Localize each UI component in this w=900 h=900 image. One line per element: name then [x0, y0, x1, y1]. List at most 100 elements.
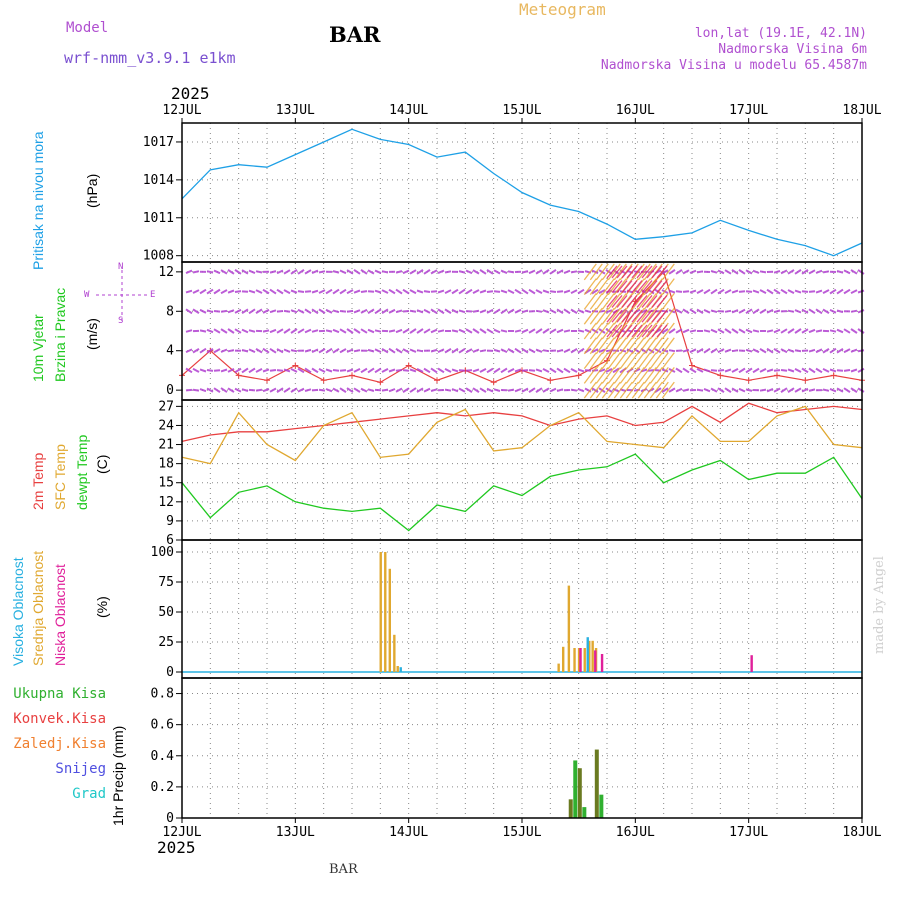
wind-vector-row: [185, 387, 865, 393]
dewpt-series-line: [181, 453, 863, 532]
footer-station: BAR: [329, 862, 358, 877]
wind-vector-row: [185, 367, 865, 374]
precip-ytick-label: 0.8: [151, 687, 174, 702]
xtick-bottom-label: 15JUL: [502, 825, 541, 840]
mid-cloud-bar: [588, 640, 591, 672]
wind-speed-point: [405, 362, 412, 369]
pressure-ytick-label: 1011: [143, 211, 174, 226]
sfc-temp-series-line: [181, 405, 863, 465]
mid-cloud-bar: [384, 552, 387, 672]
product-title: Meteogram: [519, 0, 606, 19]
mid-cloud-bar: [573, 648, 576, 672]
mid-cloud-bar: [567, 585, 571, 672]
wind-speed-point: [575, 372, 582, 379]
xtick-top-label: 18JUL: [842, 103, 881, 118]
model-name: wrf-nmm_v3.9.1 e1km: [64, 49, 236, 67]
low-cloud-bar: [579, 648, 582, 672]
station-title: BAR: [329, 22, 381, 47]
wind-speed-point: [717, 372, 724, 379]
total-precip-bar: [594, 749, 599, 818]
wind-speed-point: [349, 372, 355, 379]
model-label: Model: [66, 20, 109, 36]
compass-arrows: [96, 270, 148, 322]
precip-ytick-label: 0.4: [151, 749, 175, 764]
wind-speed-point: [689, 362, 695, 369]
xtick-bottom-label: 12JUL: [162, 825, 201, 840]
wind-vector-row: [185, 308, 865, 315]
temperature-ytick-label: 18: [158, 457, 174, 472]
wind-speed-point: [377, 379, 384, 386]
xtick-bottom-label: 13JUL: [276, 825, 315, 840]
mid-cloud-bar: [388, 568, 391, 672]
legend-frz-precip: Zaledj.Kisa: [13, 736, 106, 752]
compass-south: S: [118, 316, 124, 326]
mid-cloud-bar: [562, 646, 565, 672]
xtick-top-label: 14JUL: [389, 103, 428, 118]
temperature-ytick-label: 21: [158, 438, 174, 453]
elevation-label: Nadmorska Visina 6m: [718, 42, 867, 57]
high-cloud-bar: [399, 667, 402, 672]
wind-ytick-label: 12: [158, 265, 174, 280]
cloud-ytick-label: 25: [158, 635, 174, 650]
mid-cloud-bar: [591, 640, 594, 672]
wind-speed-point: [774, 372, 780, 379]
xtick-top-label: 17JUL: [729, 103, 768, 118]
low-cloud-bar: [750, 655, 753, 672]
wind-speed-point: [320, 377, 327, 384]
xtick-top-label: 15JUL: [502, 103, 541, 118]
xtick-top-label: 13JUL: [276, 103, 315, 118]
wind-speed-point: [830, 372, 837, 379]
wind-speed-point: [802, 377, 809, 384]
mid-cloud-bar: [379, 552, 382, 672]
xtick-bottom-label: 18JUL: [842, 825, 881, 840]
temperature-ytick-label: 6: [166, 533, 174, 548]
xtick-top-label: 16JUL: [616, 103, 655, 118]
wind-speed-point: [235, 372, 242, 379]
year-bottom: 2025: [157, 838, 196, 857]
precip-ytick-label: 0.2: [151, 780, 174, 795]
pressure-ytick-label: 1008: [143, 249, 174, 264]
cloud-ytick-label: 100: [151, 545, 174, 560]
wind-speed-point: [745, 377, 752, 384]
precip-ytick-label: 0.6: [151, 718, 174, 733]
mid-cloud-bar: [577, 648, 581, 672]
wind-speed-point: [490, 379, 497, 386]
total-precip-bar: [599, 794, 604, 818]
legend-conv-precip: Konvek.Kisa: [13, 711, 106, 727]
compass-east: E: [150, 290, 156, 300]
low-cloud-bar: [600, 654, 604, 672]
temperature-ytick-label: 15: [158, 476, 174, 491]
pressure-ytick-label: 1017: [143, 135, 174, 150]
compass-north: N: [118, 262, 124, 272]
temperature-ytick-label: 27: [158, 399, 174, 414]
wind-speed-point: [292, 362, 299, 369]
cloud-ytick-label: 75: [158, 575, 174, 590]
total-precip-bar: [577, 768, 582, 818]
total-precip-bar: [568, 799, 573, 818]
pressure-series-line: [181, 128, 863, 257]
wind-vector-row: [185, 288, 865, 295]
xtick-bottom-label: 14JUL: [389, 825, 428, 840]
wind-vector-row: [185, 269, 865, 275]
legend-hail: Grad: [72, 786, 106, 802]
pressure-ytick-label: 1014: [143, 173, 174, 188]
temperature-ytick-label: 9: [166, 514, 174, 529]
high-cloud-bar: [586, 637, 589, 672]
wind-ytick-label: 0: [166, 383, 174, 398]
model-elevation-label: Nadmorska Visina u modelu 65.4587m: [600, 58, 867, 73]
mid-cloud-bar: [557, 663, 560, 672]
wind-ytick-label: 8: [166, 304, 174, 319]
wind-speed-point: [547, 377, 554, 384]
low-cloud-bar: [594, 650, 597, 672]
cloud-ytick-label: 0: [166, 665, 174, 680]
xtick-bottom-label: 16JUL: [616, 825, 655, 840]
mid-cloud-bar: [583, 648, 586, 672]
wind-speed-point: [434, 377, 440, 384]
mid-cloud-bar: [396, 666, 399, 672]
legend-total-precip: Ukupna Kisa: [13, 686, 106, 702]
t2m-series-line: [181, 402, 863, 443]
wind-speed-point: [264, 377, 270, 384]
xtick-top-label: 12JUL: [162, 103, 201, 118]
wind-vector-row: [185, 328, 865, 334]
